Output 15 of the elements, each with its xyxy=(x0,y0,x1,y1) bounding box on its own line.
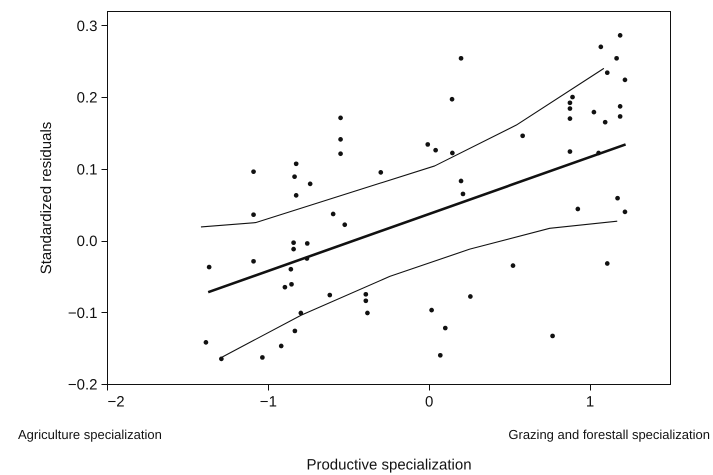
x-tick-label: 1 xyxy=(586,394,594,410)
y-tick-label: −0.1 xyxy=(68,304,98,322)
text: Grazing and forestall specialization xyxy=(508,427,710,442)
y-tick-label: 0.2 xyxy=(76,90,98,107)
x-axis-title: Productive specialization xyxy=(306,456,472,474)
y-axis-title: Standardized residuals xyxy=(38,122,55,274)
text: Agriculture specialization xyxy=(18,427,162,442)
y-tick-label: −0.2 xyxy=(68,376,98,394)
y-tick-label: 0.1 xyxy=(76,161,98,178)
line-series xyxy=(200,68,604,228)
x-tick-label: 0 xyxy=(425,394,434,410)
x-tick-label: −1 xyxy=(260,394,277,410)
y-tick-label: 0.3 xyxy=(76,18,98,35)
x-tick-label: −2 xyxy=(108,394,125,410)
y-tick-label: 0.0 xyxy=(76,233,98,250)
